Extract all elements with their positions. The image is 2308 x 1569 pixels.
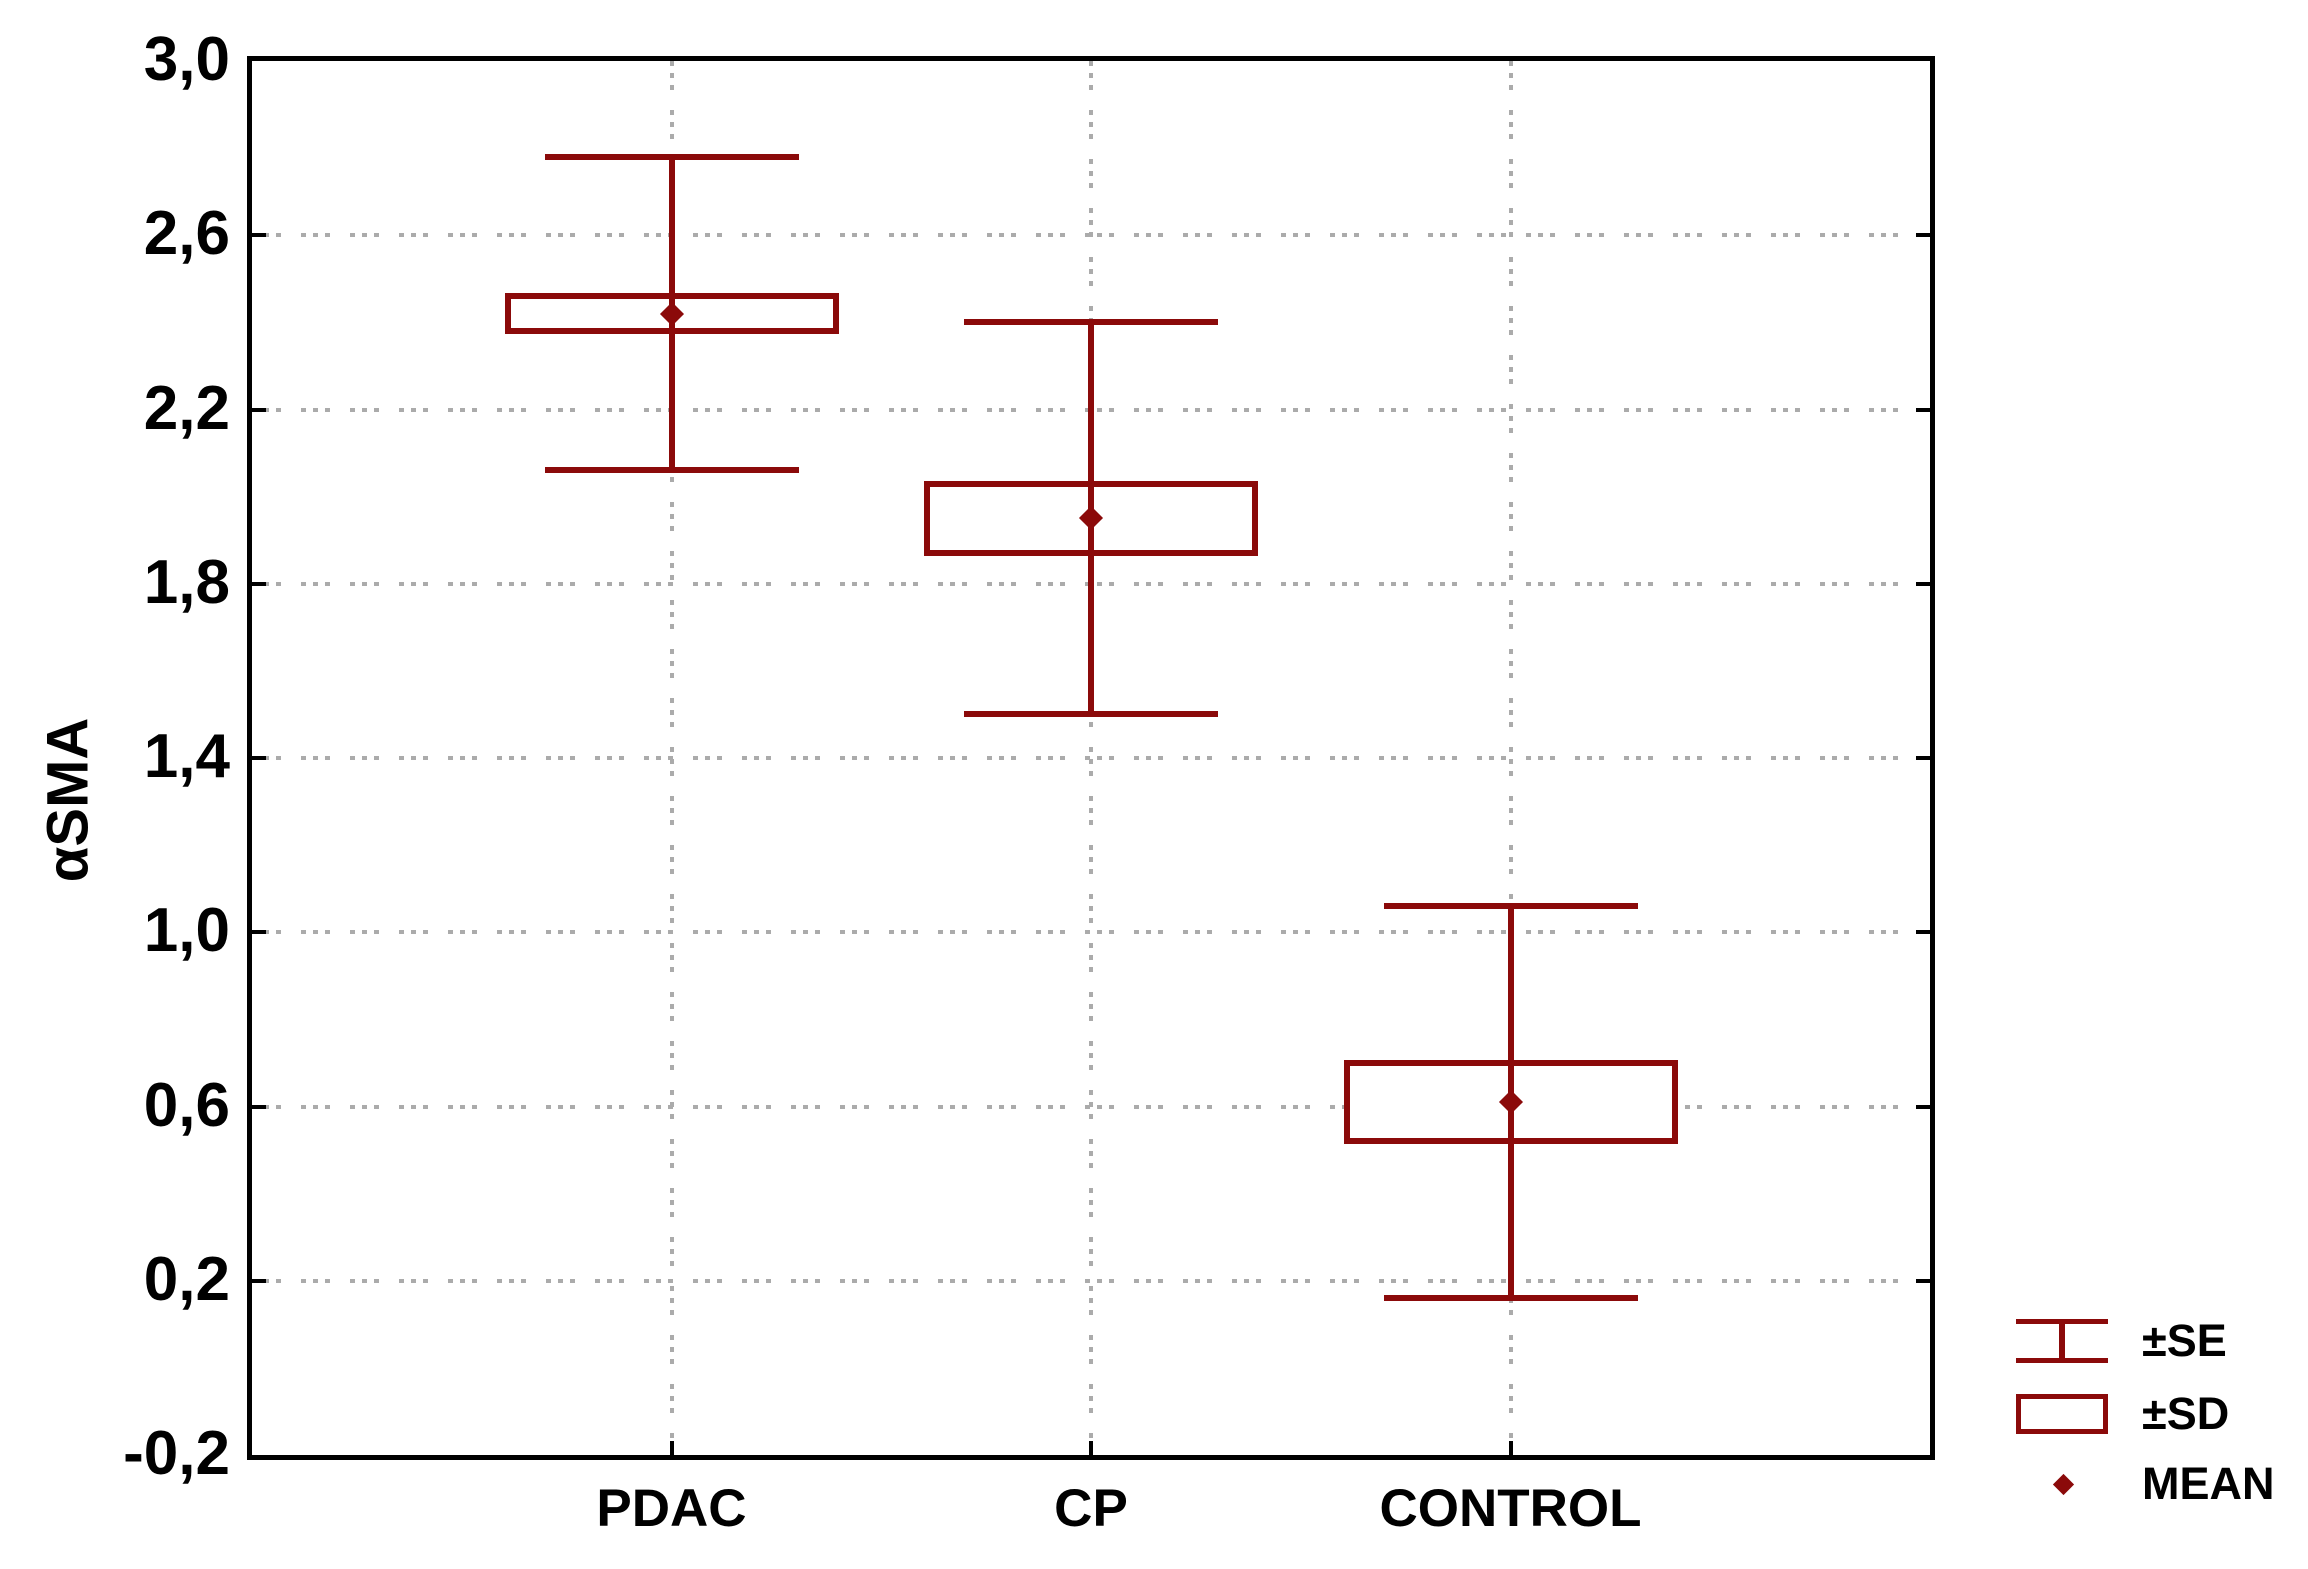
legend-label-se: ±SE [2142,1315,2227,1366]
whisker-cap-bottom [1383,1295,1638,1302]
y-axis-tick-label: 3,0 [143,25,230,95]
y-axis-tick-label: 0,2 [143,1244,230,1314]
legend-item-sd: ±SD [2016,1388,2230,1439]
y-tick-left [252,930,266,935]
y-axis-tick-label: 1,0 [143,896,230,966]
x-axis-category-label: CP [1054,1479,1128,1538]
y-tick-right [1916,407,1930,412]
x-axis-category-label: CONTROL [1379,1479,1642,1538]
x-gridline [669,61,674,1455]
legend-item-se: ±SE [2016,1315,2227,1366]
y-tick-right [1916,1278,1930,1283]
x-tick [1508,1441,1513,1455]
plot-area [247,56,1935,1460]
y-tick-left [252,407,266,412]
legend-label-sd: ±SD [2142,1388,2230,1439]
y-tick-left [252,233,266,238]
legend-label-mean: MEAN [2142,1458,2275,1509]
y-tick-right [1916,756,1930,760]
x-tick [669,1441,674,1455]
whisker-cap-bottom [964,711,1218,718]
x-axis-category-label: PDAC [596,1479,747,1538]
y-axis-tick-label: 0,6 [143,1070,230,1140]
whisker-icon [2016,1319,2108,1363]
y-tick-right [1916,1104,1930,1109]
whisker-cap-top [964,319,1218,326]
x-gridline [1089,61,1093,1455]
y-tick-right [1916,930,1930,935]
y-axis-tick-label: -0,2 [123,1419,230,1489]
box-icon [2016,1394,2108,1434]
y-tick-right [1916,233,1930,238]
y-tick-right [1916,581,1930,586]
whisker-cap-top [544,153,799,160]
x-gridline [1508,61,1513,1455]
mean-diamond-icon [2052,1473,2075,1495]
y-tick-left [252,581,266,586]
legend-item-mean: MEAN [2016,1458,2275,1509]
y-tick-left [252,756,266,760]
whisker-cap-bottom [544,467,799,474]
y-tick-left [252,1278,266,1283]
y-axis-tick-label: 1,8 [143,547,230,617]
x-tick [1089,1441,1093,1455]
y-axis-tick-label: 2,2 [143,373,230,443]
y-tick-left [252,1104,266,1109]
y-axis-tick-label: 2,6 [143,199,230,269]
whisker-cap-top [1383,903,1638,910]
y-axis-tick-label: 1,4 [143,722,230,792]
